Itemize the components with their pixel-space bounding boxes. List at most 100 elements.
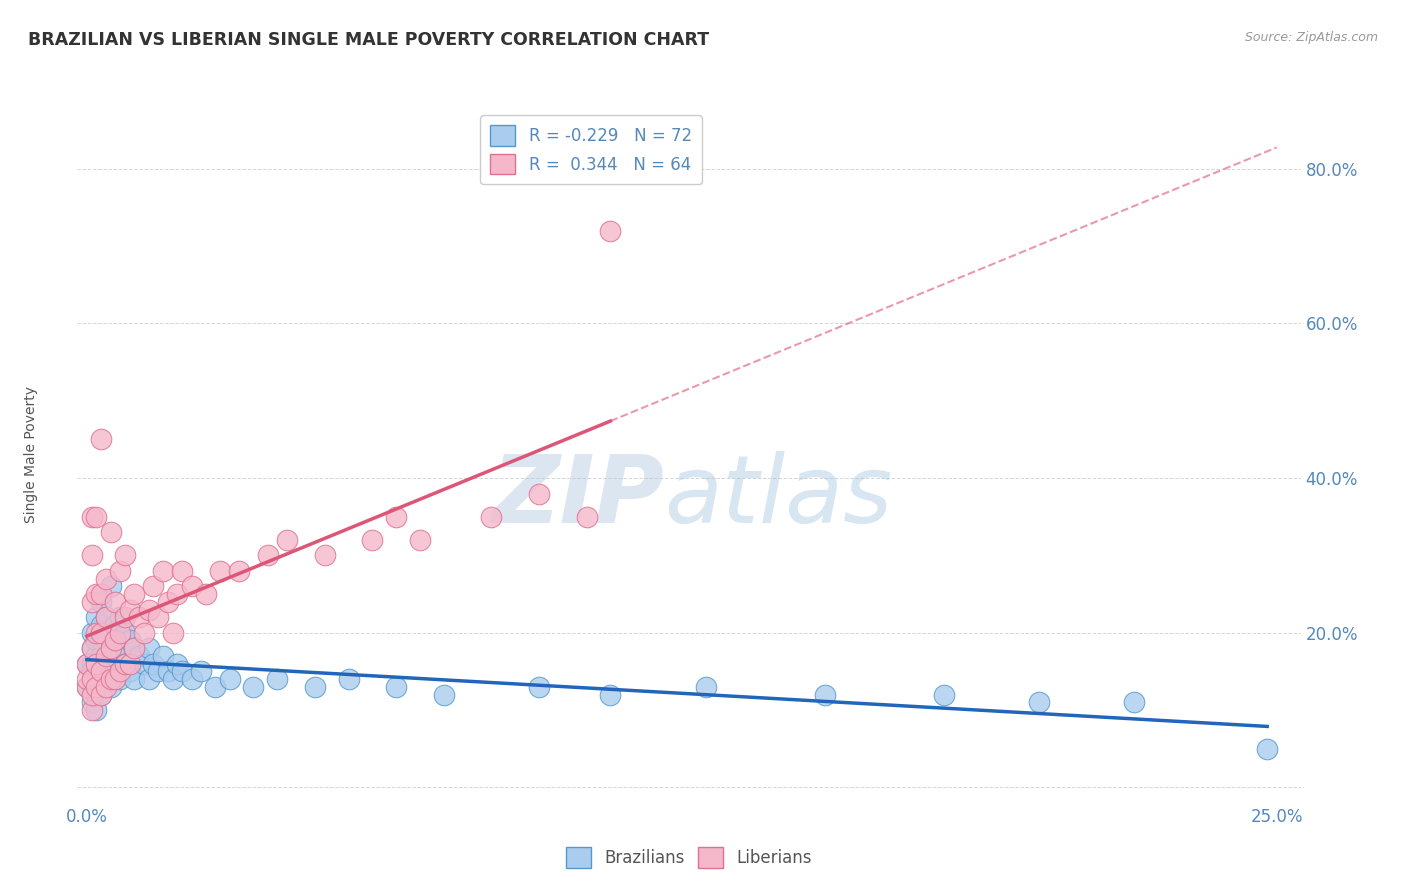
Point — [80, 641, 103, 656]
Point — [575, 509, 598, 524]
Text: atlas: atlas — [665, 451, 893, 542]
Point — [132, 657, 155, 671]
Point — [314, 549, 336, 563]
Point — [481, 509, 503, 524]
Point — [90, 625, 112, 640]
Point — [228, 564, 250, 578]
Point — [162, 672, 184, 686]
Point — [80, 672, 103, 686]
Point — [94, 610, 117, 624]
Point — [90, 587, 112, 601]
Point — [118, 633, 141, 648]
Point — [108, 672, 131, 686]
Text: Source: ZipAtlas.com: Source: ZipAtlas.com — [1244, 31, 1378, 45]
Point — [1123, 695, 1146, 709]
Point — [170, 564, 193, 578]
Point — [80, 695, 103, 709]
Point — [80, 680, 103, 694]
Point — [90, 633, 112, 648]
Point — [104, 672, 127, 686]
Point — [108, 648, 131, 663]
Point — [152, 564, 174, 578]
Point — [80, 549, 103, 563]
Point — [86, 680, 108, 694]
Point — [94, 648, 117, 663]
Point — [932, 688, 955, 702]
Point — [114, 657, 136, 671]
Point — [142, 579, 165, 593]
Point — [80, 688, 103, 702]
Point — [204, 680, 226, 694]
Point — [209, 564, 232, 578]
Point — [90, 433, 112, 447]
Point — [148, 610, 170, 624]
Point — [80, 595, 103, 609]
Point — [90, 665, 112, 679]
Point — [86, 633, 108, 648]
Point — [433, 688, 456, 702]
Point — [100, 641, 122, 656]
Point — [100, 579, 122, 593]
Point — [108, 564, 131, 578]
Point — [409, 533, 432, 547]
Point — [94, 610, 117, 624]
Point — [80, 625, 103, 640]
Point — [104, 665, 127, 679]
Point — [695, 680, 717, 694]
Point — [118, 657, 141, 671]
Point — [361, 533, 384, 547]
Point — [80, 641, 103, 656]
Point — [180, 579, 202, 593]
Point — [86, 703, 108, 717]
Point — [86, 625, 108, 640]
Point — [162, 625, 184, 640]
Point — [86, 610, 108, 624]
Point — [527, 680, 550, 694]
Point — [80, 509, 103, 524]
Point — [256, 549, 278, 563]
Point — [100, 672, 122, 686]
Point — [108, 665, 131, 679]
Point — [124, 587, 146, 601]
Point — [86, 657, 108, 671]
Point — [100, 665, 122, 679]
Point — [76, 672, 98, 686]
Point — [148, 665, 170, 679]
Point — [86, 688, 108, 702]
Point — [86, 587, 108, 601]
Point — [90, 665, 112, 679]
Point — [813, 688, 835, 702]
Point — [152, 648, 174, 663]
Point — [80, 672, 103, 686]
Point — [100, 525, 122, 540]
Point — [170, 665, 193, 679]
Point — [104, 633, 127, 648]
Point — [90, 618, 112, 632]
Point — [100, 680, 122, 694]
Point — [100, 641, 122, 656]
Point — [142, 657, 165, 671]
Point — [138, 641, 160, 656]
Point — [80, 665, 103, 679]
Text: ZIP: ZIP — [492, 450, 665, 542]
Point — [527, 486, 550, 500]
Point — [114, 657, 136, 671]
Point — [118, 602, 141, 616]
Legend: Brazilians, Liberians: Brazilians, Liberians — [560, 841, 818, 874]
Point — [124, 641, 146, 656]
Point — [166, 657, 188, 671]
Point — [114, 549, 136, 563]
Point — [242, 680, 264, 694]
Point — [132, 625, 155, 640]
Point — [108, 625, 131, 640]
Point — [337, 672, 360, 686]
Point — [180, 672, 202, 686]
Point — [90, 595, 112, 609]
Point — [114, 610, 136, 624]
Point — [166, 587, 188, 601]
Point — [124, 641, 146, 656]
Text: Single Male Poverty: Single Male Poverty — [24, 386, 38, 524]
Point — [156, 595, 179, 609]
Point — [90, 672, 112, 686]
Point — [104, 641, 127, 656]
